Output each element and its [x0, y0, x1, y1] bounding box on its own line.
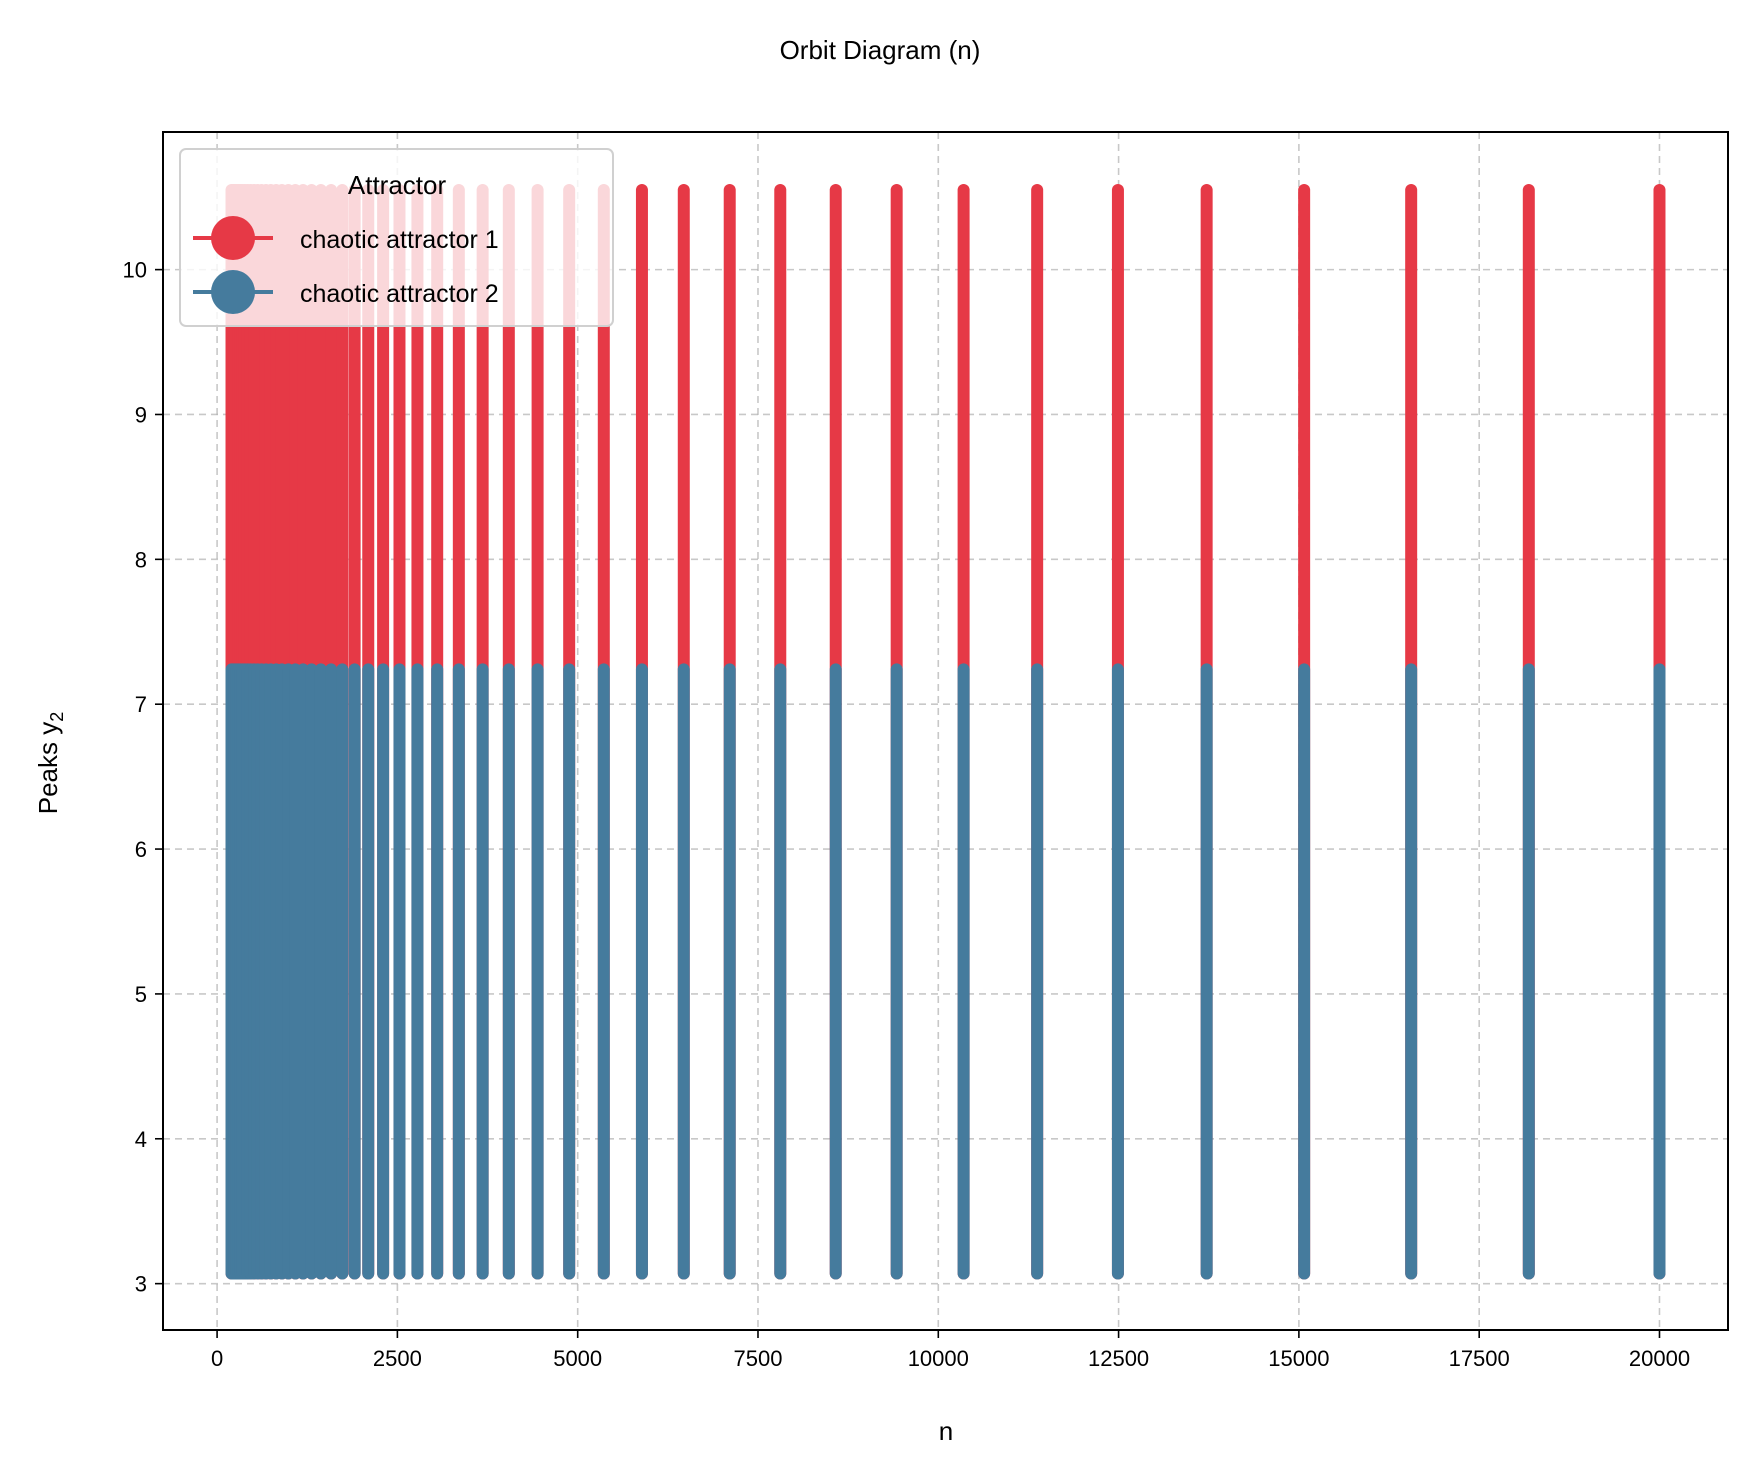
series-2	[225, 663, 1666, 1280]
y-tick-label: 9	[135, 402, 147, 427]
y-tick-label: 4	[135, 1127, 147, 1152]
chart-title: Orbit Diagram (n)	[780, 35, 981, 65]
x-tick-label: 5000	[553, 1346, 602, 1371]
x-tick-label: 0	[211, 1346, 223, 1371]
y-axis-label-text: Peaks y	[33, 722, 63, 815]
legend-marker-icon	[211, 270, 255, 314]
legend-title: Attractor	[348, 170, 447, 200]
x-tick-label: 12500	[1088, 1346, 1149, 1371]
y-tick-label: 8	[135, 547, 147, 572]
legend-item-attractor-2: chaotic attractor 2	[193, 270, 499, 314]
x-tick-label: 2500	[373, 1346, 422, 1371]
series-1	[225, 183, 1666, 1280]
x-tick-label: 7500	[734, 1346, 783, 1371]
x-tick-label: 10000	[908, 1346, 969, 1371]
x-tick-label: 15000	[1268, 1346, 1329, 1371]
y-tick-label: 7	[135, 692, 147, 717]
legend-box	[179, 148, 614, 327]
x-tick-label: 17500	[1449, 1346, 1510, 1371]
data-marks	[225, 183, 1666, 1280]
plot-frame	[162, 131, 1729, 1331]
x-axis-ticks: 0 2500 5000 7500 10000 12500 15000 17500 20000	[211, 1330, 1690, 1371]
y-axis-label: Peaks y2	[33, 712, 67, 815]
y-axis-label-subscript: 2	[47, 712, 67, 722]
x-tick-label: 20000	[1629, 1346, 1690, 1371]
legend-label: chaotic attractor 2	[300, 280, 499, 308]
legend-item-attractor-1: chaotic attractor 1	[193, 216, 499, 260]
y-axis-ticks: 3 4 5 6 7 8 9 10	[123, 258, 163, 1297]
x-axis-label: n	[939, 1416, 953, 1446]
y-tick-label: 3	[135, 1272, 147, 1297]
legend-marker-icon	[211, 216, 255, 260]
legend: Attractor chaotic attractor 1 chaotic at…	[179, 148, 614, 327]
y-tick-label: 10	[123, 258, 147, 283]
y-tick-label: 6	[135, 837, 147, 862]
legend-label: chaotic attractor 1	[300, 226, 499, 254]
y-tick-label: 5	[135, 982, 147, 1007]
